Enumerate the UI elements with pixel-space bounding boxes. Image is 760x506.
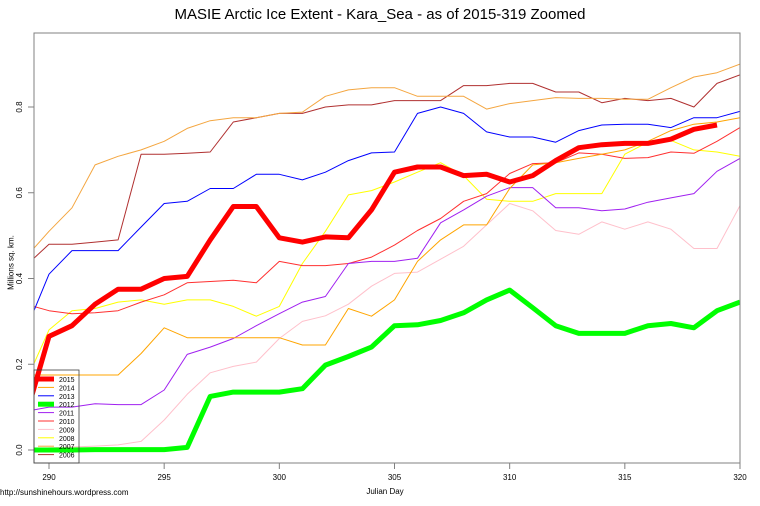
y-axis: 0.0 0.2 0.4 0.6 0.8 (15, 101, 34, 456)
legend-box (33, 369, 80, 464)
series-2014 (34, 117, 740, 376)
y-tick-label: 0.6 (15, 187, 24, 199)
x-tick-label: 305 (388, 473, 402, 482)
series-2007 (34, 63, 740, 249)
x-tick-label: 290 (42, 473, 56, 482)
x-tick-label: 320 (733, 473, 747, 482)
y-tick-label: 0.8 (15, 101, 24, 113)
series-2013 (34, 106, 740, 312)
chart-title: MASIE Arctic Ice Extent - Kara_Sea - as … (174, 6, 586, 23)
credit-link: http://sunshinehours.wordpress.com (0, 488, 129, 497)
y-tick-label: 0.2 (15, 358, 24, 370)
legend-label: 2014 (59, 385, 75, 392)
series-2006 (34, 74, 740, 259)
legend-label: 2008 (59, 436, 75, 443)
legend-label: 2010 (59, 419, 75, 426)
y-tick-label: 0.0 (15, 444, 24, 456)
x-axis: 290 295 300 305 310 315 320 (42, 463, 747, 482)
series-layer (34, 63, 740, 453)
legend-label: 2011 (59, 411, 74, 418)
legend-label: 2012 (59, 402, 75, 409)
series-2015 (34, 122, 718, 398)
legend-label: 2013 (59, 394, 75, 401)
x-tick-label: 300 (273, 473, 287, 482)
x-tick-label: 315 (618, 473, 632, 482)
x-axis-label: Julian Day (366, 487, 404, 496)
legend-label: 2007 (59, 444, 75, 451)
legend-label: 2015 (59, 377, 75, 384)
legend-label: 2006 (59, 453, 75, 460)
series-2010 (34, 127, 740, 315)
series-2009 (34, 203, 740, 450)
series-2012 (34, 287, 740, 453)
y-tick-label: 0.4 (15, 272, 24, 284)
series-2011 (34, 157, 740, 411)
x-tick-label: 310 (503, 473, 517, 482)
x-tick-label: 295 (157, 473, 171, 482)
legend-label: 2009 (59, 427, 75, 434)
plot-frame (33, 32, 741, 464)
